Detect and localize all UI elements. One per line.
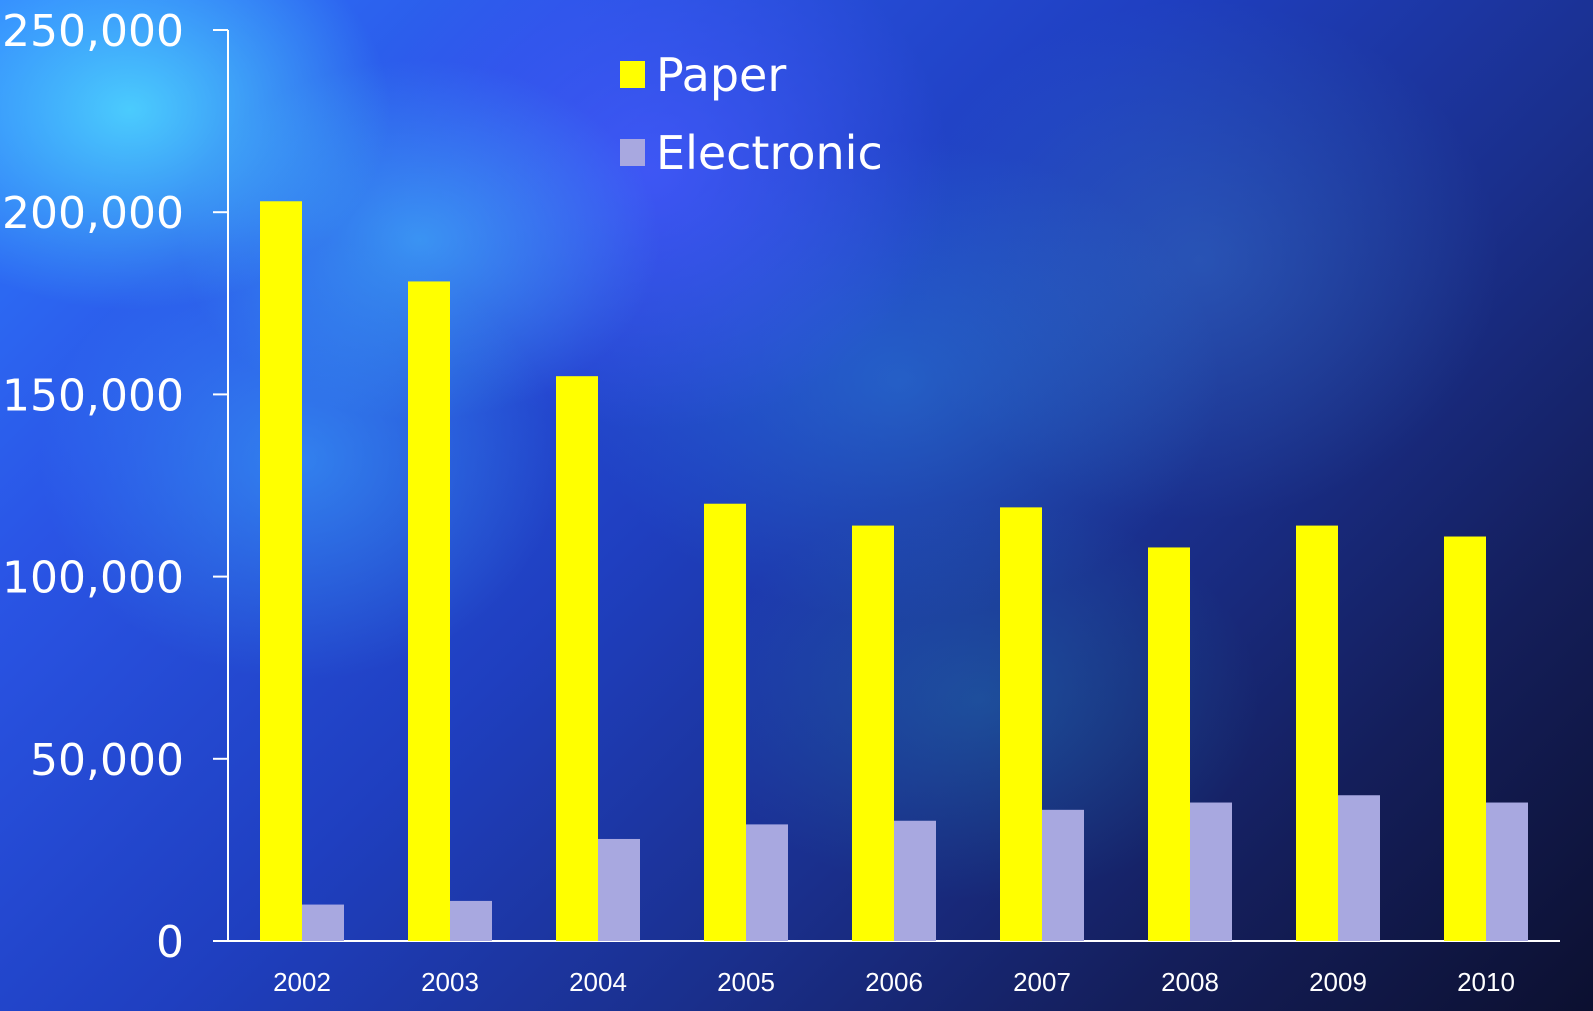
y-tick-label: 0: [156, 917, 184, 968]
bar-electronic-2003: [450, 900, 492, 941]
bar-paper-2009: [1296, 525, 1338, 941]
bar-paper-2010: [1444, 536, 1486, 941]
bar-electronic-2002: [302, 904, 344, 941]
bar-paper-2002: [260, 201, 302, 941]
bar-electronic-2004: [598, 838, 640, 941]
y-tick-label: 200,000: [2, 188, 184, 239]
legend: Paper Electronic: [620, 48, 883, 180]
x-tick-label: 2008: [1161, 967, 1219, 997]
bar-paper-2006: [852, 525, 894, 941]
legend-swatch-paper: [620, 61, 645, 88]
y-tick-label: 100,000: [2, 553, 184, 604]
legend-swatch-electronic: [620, 139, 645, 166]
x-axis: 2002 2003 2004 2005 2006 2007 2008 2009 2010: [213, 940, 1560, 997]
legend-label-paper: Paper: [656, 48, 786, 102]
y-tick-label: 150,000: [2, 370, 184, 421]
x-tick-label: 2010: [1457, 967, 1515, 997]
bar-paper-2003: [408, 281, 450, 941]
y-tick-label: 250,000: [2, 6, 184, 57]
bar-electronic-2008: [1190, 802, 1232, 941]
bar-paper-2008: [1148, 547, 1190, 941]
x-tick-label: 2002: [273, 967, 331, 997]
x-tick-label: 2006: [865, 967, 923, 997]
bar-paper-2004: [556, 376, 598, 941]
bars: [260, 201, 1528, 941]
y-axis: 0 50,000 100,000 150,000 200,000 250,000: [2, 6, 229, 968]
x-tick-label: 2004: [569, 967, 627, 997]
bar-paper-2005: [704, 503, 746, 941]
x-tick-label: 2003: [421, 967, 479, 997]
x-tick-label: 2007: [1013, 967, 1071, 997]
bar-paper-2007: [1000, 507, 1042, 941]
bar-electronic-2005: [746, 824, 788, 941]
x-tick-label: 2005: [717, 967, 775, 997]
x-tick-label: 2009: [1309, 967, 1367, 997]
bar-electronic-2007: [1042, 809, 1084, 941]
bar-electronic-2010: [1486, 802, 1528, 941]
bar-electronic-2009: [1338, 795, 1380, 941]
legend-label-electronic: Electronic: [656, 126, 883, 180]
bar-electronic-2006: [894, 820, 936, 941]
y-tick-label: 50,000: [30, 735, 184, 786]
